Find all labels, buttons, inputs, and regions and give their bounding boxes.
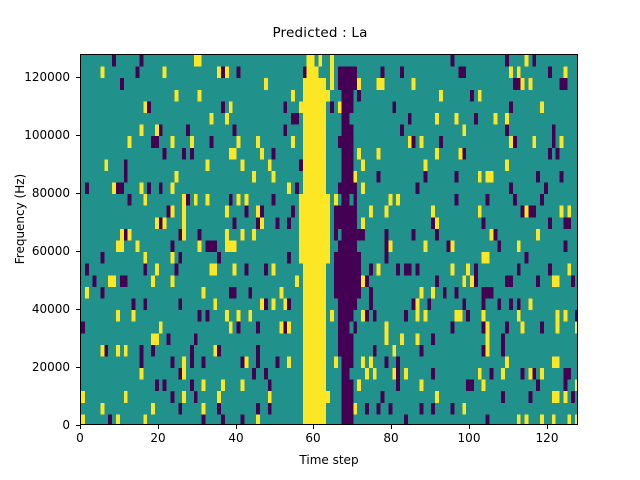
chart-title: Predicted : La [272, 25, 368, 41]
x-tick-label: 80 [383, 431, 399, 445]
x-tick-label: 120 [535, 431, 559, 445]
y-tick-label: 0 [62, 418, 70, 432]
heatmap-plot-area[interactable] [80, 54, 578, 425]
y-tick-mark [76, 367, 80, 368]
x-tick-label: 40 [228, 431, 244, 445]
x-tick-label: 0 [76, 431, 84, 445]
x-tick-label: 100 [457, 431, 481, 445]
x-tick-mark [547, 425, 548, 429]
x-tick-mark [313, 425, 314, 429]
y-tick-mark [76, 251, 80, 252]
y-tick-label: 20000 [31, 360, 70, 374]
x-tick-label: 20 [150, 431, 166, 445]
y-tick-label: 80000 [31, 186, 70, 200]
x-tick-mark [158, 425, 159, 429]
heatmap-image [81, 55, 577, 424]
y-tick-label: 40000 [31, 302, 70, 316]
y-tick-label: 60000 [31, 244, 70, 258]
y-tick-mark [76, 193, 80, 194]
x-tick-mark [391, 425, 392, 429]
x-tick-mark [80, 425, 81, 429]
x-tick-label: 60 [305, 431, 321, 445]
x-tick-mark [469, 425, 470, 429]
y-axis-label: Frequency (Hz) [13, 173, 27, 265]
y-tick-mark [76, 425, 80, 426]
x-axis-label: Time step [299, 453, 359, 467]
y-tick-label: 100000 [24, 128, 70, 142]
y-tick-mark [76, 309, 80, 310]
y-tick-mark [76, 77, 80, 78]
y-tick-mark [76, 135, 80, 136]
y-tick-label: 120000 [24, 70, 70, 84]
x-tick-mark [236, 425, 237, 429]
